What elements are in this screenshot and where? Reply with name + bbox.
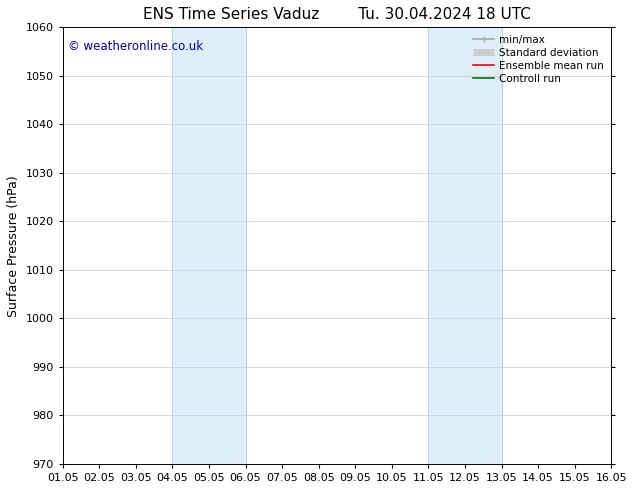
Bar	[429, 27, 501, 464]
Text: © weatheronline.co.uk: © weatheronline.co.uk	[68, 40, 204, 53]
Legend: min/max, Standard deviation, Ensemble mean run, Controll run: min/max, Standard deviation, Ensemble me…	[469, 30, 608, 88]
Title: ENS Time Series Vaduz        Tu. 30.04.2024 18 UTC: ENS Time Series Vaduz Tu. 30.04.2024 18 …	[143, 7, 531, 22]
Y-axis label: Surface Pressure (hPa): Surface Pressure (hPa)	[7, 175, 20, 317]
Bar	[172, 27, 245, 464]
